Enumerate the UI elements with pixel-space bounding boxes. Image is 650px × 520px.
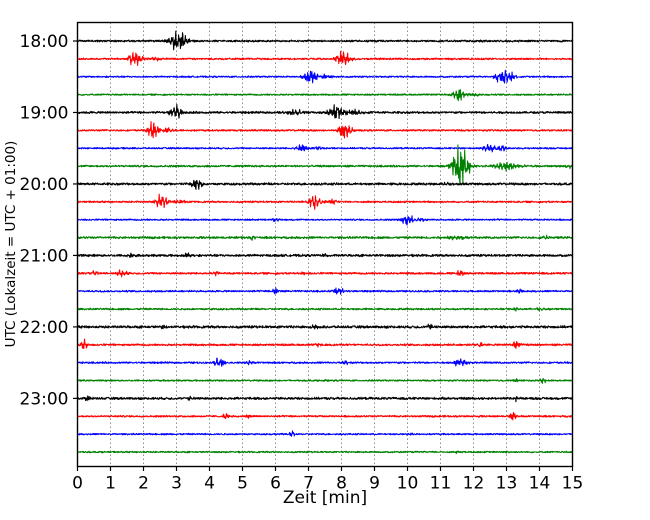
- seismic-trace: [76, 252, 574, 259]
- seismic-trace: [76, 395, 574, 403]
- seismic-trace: [76, 323, 574, 330]
- seismic-trace: [76, 357, 574, 367]
- x-tick-label: 15: [562, 474, 584, 494]
- y-tick-label: 18:00: [20, 32, 69, 52]
- x-tick-label: 12: [463, 474, 485, 494]
- x-tick-label: 6: [270, 474, 281, 494]
- seismic-trace: [76, 144, 574, 186]
- y-tick-label: 21:00: [20, 246, 69, 266]
- x-tick-label: 14: [529, 474, 551, 494]
- trace-group: [76, 30, 574, 455]
- seismic-trace: [76, 89, 574, 102]
- seismic-trace: [76, 143, 574, 153]
- seismic-trace: [76, 215, 574, 226]
- x-axis-title: Zeit [min]: [283, 488, 367, 508]
- seismic-trace: [76, 450, 574, 455]
- seismic-trace: [76, 430, 574, 437]
- x-tick-label: 10: [397, 474, 419, 494]
- x-tick-label: 0: [72, 474, 83, 494]
- x-axis-ticks: 0 1 2 3 4 5 6 7 8 9 10 11 12 13 14 15: [72, 466, 584, 494]
- y-axis-ticks: 18:00 19:00 20:00 21:00 22:00 23:00: [20, 32, 78, 409]
- y-tick-label: 20:00: [20, 175, 69, 195]
- y-tick-label: 22:00: [20, 318, 69, 338]
- x-tick-label: 1: [105, 474, 116, 494]
- seismic-trace: [76, 338, 574, 350]
- seismic-trace: [76, 30, 574, 51]
- seismic-trace: [76, 179, 574, 190]
- seismic-trace: [76, 234, 574, 241]
- axes-frame: [76, 21, 574, 468]
- seismic-trace: [76, 193, 574, 210]
- seismic-trace: [76, 412, 574, 421]
- seismic-trace: [76, 307, 574, 312]
- x-tick-label: 7: [303, 474, 314, 494]
- x-tick-label: 2: [138, 474, 149, 494]
- y-tick-label: 19:00: [20, 103, 69, 123]
- seismic-trace: [76, 287, 574, 295]
- seismic-trace: [76, 378, 574, 384]
- seismic-trace: [76, 103, 574, 120]
- x-tick-label: 9: [369, 474, 380, 494]
- plot-frame: [76, 21, 574, 468]
- x-tick-label: 8: [336, 474, 347, 494]
- seismic-trace: [76, 50, 574, 67]
- x-tick-label: 4: [204, 474, 215, 494]
- x-tick-label: 3: [171, 474, 182, 494]
- seismic-trace: [76, 121, 574, 139]
- x-tick-label: 13: [496, 474, 518, 494]
- x-tick-label: 5: [237, 474, 248, 494]
- y-axis-title: UTC (Lokalzeit = UTC + 01:00): [3, 141, 19, 348]
- x-tick-label: 11: [430, 474, 452, 494]
- y-tick-label: 23:00: [20, 389, 69, 409]
- seismic-trace: [76, 69, 574, 84]
- seismic-trace: [76, 269, 574, 278]
